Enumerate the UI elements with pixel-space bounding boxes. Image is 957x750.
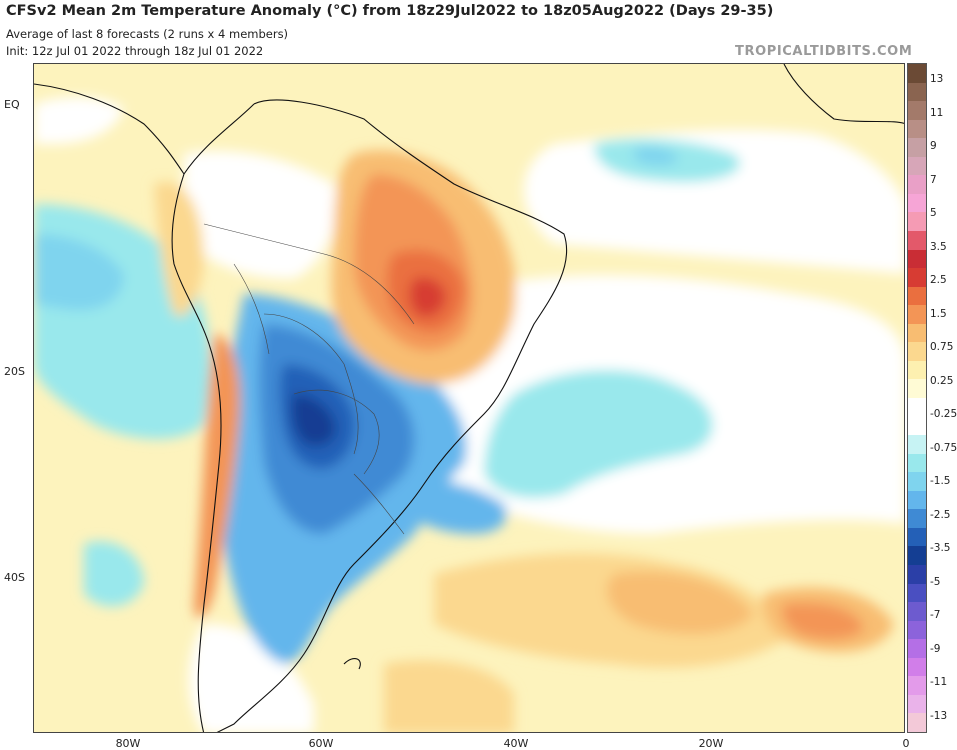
colorbar-segment: [908, 342, 926, 362]
colorbar-segment: [908, 64, 926, 84]
colorbar-segment: [908, 565, 926, 585]
colorbar-tick-label: 0.25: [930, 374, 954, 387]
colorbar-segment: [908, 676, 926, 696]
lat-label-eq: EQ: [4, 98, 20, 111]
colorbar-segment: [908, 138, 926, 158]
colorbar-segment: [908, 657, 926, 677]
colorbar-segment: [908, 286, 926, 306]
colorbar-segment: [908, 323, 926, 343]
colorbar-tick-label: -3.5: [930, 542, 951, 554]
colorbar-segment: [908, 268, 926, 288]
colorbar-tick-label: 13: [930, 73, 944, 85]
colorbar-tick-label: -11: [930, 676, 948, 688]
colorbar-segment: [908, 212, 926, 232]
colorbar: [907, 63, 927, 733]
lon-label-40w: 40W: [503, 737, 529, 750]
colorbar-segment: [908, 453, 926, 473]
chart-subtitle: Average of last 8 forecasts (2 runs x 4 …: [6, 27, 289, 41]
colorbar-segment: [908, 249, 926, 269]
colorbar-segment: [908, 435, 926, 455]
chart-title: CFSv2 Mean 2m Temperature Anomaly (°C) f…: [6, 3, 774, 19]
colorbar-segment: [908, 620, 926, 640]
brand-watermark: TROPICALTIDBITS.COM: [735, 44, 913, 59]
borders: [203, 223, 415, 535]
colorbar-tick-label: -0.75: [930, 441, 957, 454]
colorbar-segment: [908, 231, 926, 251]
colorbar-segment: [908, 156, 926, 176]
colorbar-tick-label: -1.5: [930, 475, 951, 487]
colorbar-tick-label: 11: [930, 106, 944, 119]
colorbar-tick-label: 7: [930, 173, 937, 186]
colorbar-tick-label: 1.5: [930, 307, 947, 320]
colorbar-tick-label: -7: [930, 609, 941, 621]
colorbar-segment: [908, 101, 926, 121]
colorbar-segment: [908, 175, 926, 195]
colorbar-segment: [908, 398, 926, 418]
colorbar-segment: [908, 360, 926, 380]
colorbar-segment: [908, 379, 926, 399]
anomaly-map: [33, 63, 905, 733]
colorbar-tick-label: 2.5: [930, 274, 947, 286]
lat-label-20s: 20S: [4, 365, 25, 378]
lon-label-60w: 60W: [308, 737, 334, 750]
colorbar-segment: [908, 193, 926, 213]
colorbar-tick-label: 9: [930, 140, 937, 152]
lon-label-0: 0: [902, 737, 910, 750]
colorbar-segment: [908, 490, 926, 510]
colorbar-segment: [908, 694, 926, 714]
colorbar-segment: [908, 713, 926, 733]
init-time-label: Init: 12z Jul 01 2022 through 18z Jul 01…: [6, 44, 264, 58]
lat-label-40s: 40S: [4, 571, 25, 584]
colorbar-tick-label: 3.5: [930, 240, 947, 253]
colorbar-segment: [908, 119, 926, 139]
colorbar-tick-label: -2.5: [930, 508, 951, 521]
coastlines: [34, 64, 904, 732]
colorbar-segment: [908, 527, 926, 547]
colorbar-tick-label: -13: [930, 709, 948, 722]
colorbar-segment: [908, 509, 926, 529]
lon-label-20w: 20W: [698, 737, 724, 750]
colorbar-segment: [908, 639, 926, 659]
colorbar-segment: [908, 416, 926, 436]
colorbar-segment: [908, 602, 926, 622]
map-svg: [34, 64, 904, 732]
colorbar-segment: [908, 583, 926, 603]
colorbar-segment: [908, 305, 926, 325]
colorbar-tick-label: 0.75: [930, 341, 954, 353]
anomaly-field: [34, 97, 904, 732]
colorbar-tick-label: -9: [930, 642, 941, 655]
colorbar-tick-label: -0.25: [930, 408, 957, 420]
colorbar-tick-label: 5: [930, 207, 937, 219]
colorbar-tick-label: -5: [930, 575, 941, 588]
colorbar-segment: [908, 472, 926, 492]
colorbar-segment: [908, 546, 926, 566]
colorbar-segment: [908, 82, 926, 102]
lon-label-80w: 80W: [115, 737, 141, 750]
